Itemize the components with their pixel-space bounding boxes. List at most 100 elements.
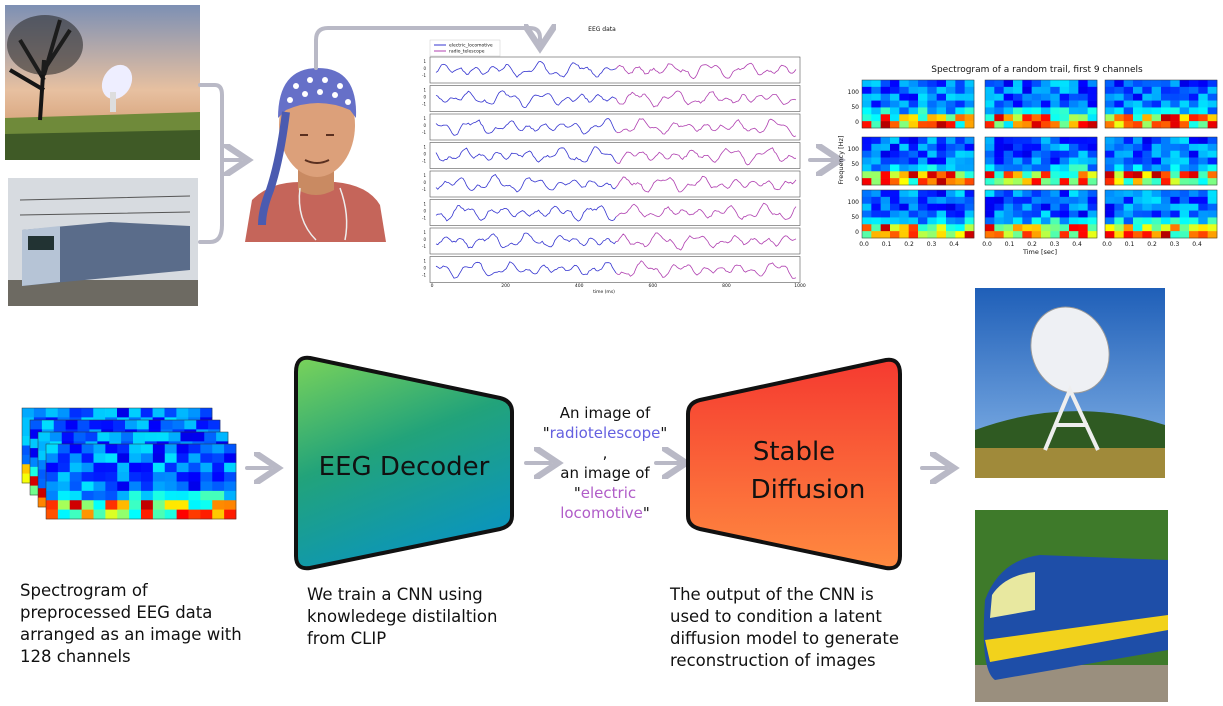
- heat-cell: [129, 472, 141, 482]
- heat-cell: [204, 432, 216, 442]
- heat-cell: [1161, 94, 1171, 101]
- heat-cell: [1180, 178, 1190, 185]
- layer: [46, 444, 236, 519]
- heat-cell: [985, 87, 995, 94]
- heat-cell: [1170, 137, 1180, 144]
- heat-cell: [1105, 94, 1115, 101]
- heat-cell: [1078, 204, 1088, 211]
- heat-cell: [200, 408, 212, 418]
- heat-cell: [994, 144, 1004, 151]
- heat-cell: [937, 151, 947, 158]
- heat-cell: [955, 231, 965, 238]
- y-tick-label: 1: [423, 230, 426, 235]
- heat-cell: [965, 87, 975, 94]
- heat-cell: [1133, 171, 1143, 178]
- heat-cell: [1161, 87, 1171, 94]
- heat-cell: [1170, 178, 1180, 185]
- heat-cell: [1078, 107, 1088, 114]
- heat-cell: [1013, 178, 1023, 185]
- heat-cell: [1032, 224, 1042, 231]
- heat-cell: [909, 87, 919, 94]
- heat-cell: [125, 420, 137, 430]
- heat-cell: [1161, 224, 1171, 231]
- heat-cell: [1208, 144, 1218, 151]
- x-tick-label: 600: [649, 283, 658, 289]
- heat-cell: [1069, 94, 1079, 101]
- x-tick-label: 400: [575, 283, 584, 289]
- heat-cell: [862, 204, 872, 211]
- heat-cell: [1152, 164, 1162, 171]
- heat-cell: [1060, 204, 1070, 211]
- heat-cell: [78, 420, 90, 430]
- heat-cell: [1088, 224, 1098, 231]
- heat-cell: [1032, 101, 1042, 108]
- heat-cell: [189, 500, 201, 510]
- heat-cell: [1060, 231, 1070, 238]
- heat-cell: [1078, 151, 1088, 158]
- heat-cell: [133, 432, 145, 442]
- heat-cell: [1152, 231, 1162, 238]
- heat-cell: [946, 94, 956, 101]
- heat-cell: [899, 171, 909, 178]
- heat-cell: [1161, 114, 1171, 121]
- heat-cell: [1170, 171, 1180, 178]
- heat-cell: [1050, 171, 1060, 178]
- heat-cell: [212, 510, 224, 520]
- heat-cell: [955, 224, 965, 231]
- heat-cell: [105, 510, 117, 520]
- heat-cell: [946, 87, 956, 94]
- heat-cell: [871, 211, 881, 218]
- heat-cell: [1060, 107, 1070, 114]
- heat-cell: [1161, 164, 1171, 171]
- heat-cell: [1004, 164, 1014, 171]
- heat-cell: [1180, 158, 1190, 165]
- x-tick-label: 0.0: [982, 241, 992, 248]
- heat-cell: [890, 217, 900, 224]
- heat-cell: [862, 137, 872, 144]
- heat-cell: [1133, 144, 1143, 151]
- heat-cell: [1022, 217, 1032, 224]
- heat-cell: [153, 453, 165, 463]
- heat-cell: [1060, 171, 1070, 178]
- heat-cell: [74, 432, 86, 442]
- prompt-item: "electric: [574, 484, 636, 502]
- heat-cell: [189, 444, 201, 454]
- heat-cell: [1142, 211, 1152, 218]
- heat-cell: [1152, 171, 1162, 178]
- caption-line: The output of the CNN is: [669, 585, 874, 604]
- heat-cell: [1088, 231, 1098, 238]
- heat-cell: [196, 420, 208, 430]
- heat-cell: [881, 231, 891, 238]
- heat-cell: [1032, 204, 1042, 211]
- heat-cell: [189, 453, 201, 463]
- diagram: EEG data electric_locomotive radio_teles…: [0, 0, 1223, 702]
- heat-cell: [1078, 80, 1088, 87]
- heat-cell: [918, 211, 928, 218]
- heat-cell: [1124, 144, 1134, 151]
- heat-cell: [1105, 224, 1115, 231]
- heat-cell: [965, 197, 975, 204]
- heat-cell: [918, 107, 928, 114]
- heat-cell: [946, 197, 956, 204]
- heat-cell: [1189, 101, 1199, 108]
- heat-cell: [1050, 121, 1060, 128]
- heat-cell: [1088, 158, 1098, 165]
- heat-cell: [1041, 164, 1051, 171]
- heat-cell: [1161, 107, 1171, 114]
- heat-cell: [994, 231, 1004, 238]
- x-tick-label: 0.2: [1027, 241, 1037, 248]
- heat-cell: [909, 114, 919, 121]
- heat-cell: [1105, 107, 1115, 114]
- heat-cell: [1022, 151, 1032, 158]
- prompt-line: an image of: [560, 464, 650, 482]
- heat-cell: [909, 101, 919, 108]
- heat-cell: [927, 211, 937, 218]
- eeg-trace: [436, 119, 616, 136]
- heat-cell: [105, 500, 117, 510]
- heat-cell: [1041, 217, 1051, 224]
- heat-cell: [918, 217, 928, 224]
- heat-cell: [117, 444, 129, 454]
- heat-cell: [890, 107, 900, 114]
- heat-cell: [1170, 101, 1180, 108]
- heat-cell: [117, 510, 129, 520]
